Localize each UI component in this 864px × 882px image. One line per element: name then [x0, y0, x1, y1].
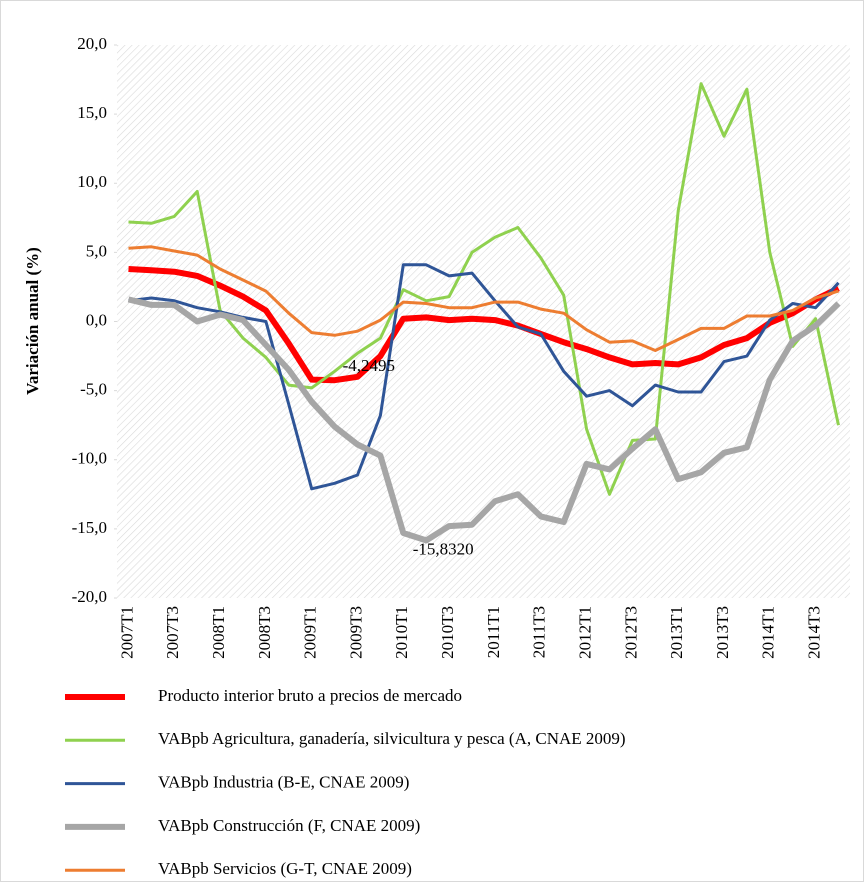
y-tick-label: -10,0 — [72, 449, 107, 468]
y-tick-label: 5,0 — [86, 241, 107, 260]
x-tick-label: 2010T3 — [438, 606, 457, 659]
x-tick-label: 2009T3 — [346, 606, 365, 659]
x-tick-label: 2014T1 — [759, 606, 778, 659]
series-line — [128, 245, 839, 352]
legend-label: VABpb Servicios (G-T, CNAE 2009) — [158, 859, 412, 878]
x-tick-label: 2013T1 — [667, 606, 686, 659]
x-tick-label: 2011T3 — [530, 606, 549, 658]
legend-label: VABpb Agricultura, ganadería, silvicultu… — [158, 729, 626, 748]
y-tick-label: 15,0 — [77, 103, 107, 122]
legend-label: VABpb Industria (B-E, CNAE 2009) — [158, 773, 409, 792]
series-line — [128, 263, 840, 491]
x-tick-label: 2012T3 — [621, 606, 640, 659]
series-line — [127, 296, 841, 544]
x-tick-label: 2007T1 — [117, 606, 136, 659]
x-tick-label: 2010T1 — [392, 606, 411, 659]
y-tick-label: 10,0 — [77, 172, 107, 191]
series-line — [128, 82, 840, 496]
x-tick-label: 2008T1 — [209, 606, 228, 659]
y-axis-label: Variación anual (%) — [23, 247, 42, 395]
y-tick-label: -15,0 — [72, 518, 107, 537]
x-tick-label: 2014T3 — [805, 606, 824, 659]
legend-label: VABpb Construcción (F, CNAE 2009) — [158, 816, 420, 835]
data-label: -15,8320 — [413, 539, 474, 558]
data-label: -4,2495 — [343, 356, 395, 375]
x-tick-label: 2013T3 — [713, 606, 732, 659]
y-tick-label: -20,0 — [72, 587, 107, 606]
x-tick-label: 2007T3 — [163, 606, 182, 659]
y-tick-label: 0,0 — [86, 310, 107, 329]
x-tick-label: 2009T1 — [301, 606, 320, 659]
series-line — [128, 266, 840, 384]
legend-label: Producto interior bruto a precios de mer… — [158, 686, 462, 705]
x-tick-label: 2011T1 — [484, 606, 503, 658]
y-tick-label: -5,0 — [80, 380, 107, 399]
x-tick-label: 2008T3 — [255, 606, 274, 659]
y-tick-label: 20,0 — [77, 34, 107, 53]
x-tick-label: 2012T1 — [575, 606, 594, 659]
